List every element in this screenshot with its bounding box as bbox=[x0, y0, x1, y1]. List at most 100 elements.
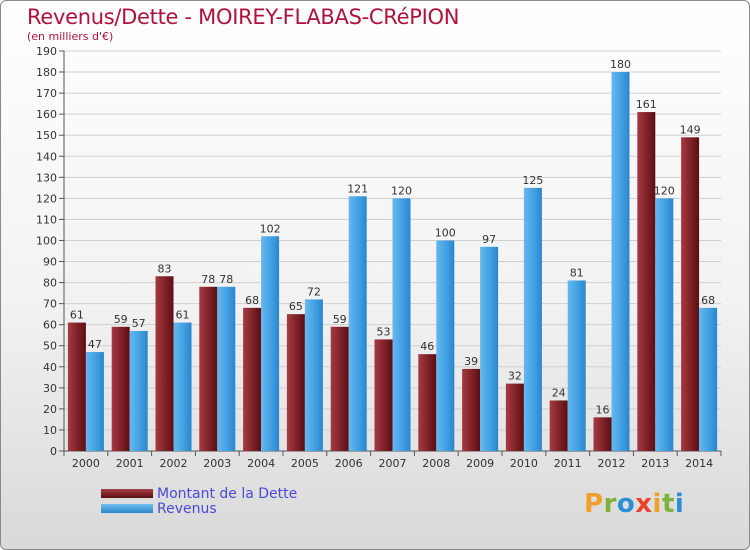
data-label: 120 bbox=[391, 184, 412, 197]
legend-swatch-revenue bbox=[101, 504, 153, 513]
y-tick-label: 180 bbox=[36, 66, 57, 79]
legend-label-debt: Montant de la Dette bbox=[157, 486, 298, 502]
x-tick-label: 2005 bbox=[291, 457, 319, 470]
data-label: 61 bbox=[176, 309, 190, 322]
data-label: 97 bbox=[482, 233, 496, 246]
bar-revenue bbox=[655, 198, 674, 451]
y-tick-label: 110 bbox=[36, 213, 57, 226]
x-tick-label: 2014 bbox=[685, 457, 713, 470]
y-tick-label: 190 bbox=[36, 45, 57, 58]
x-tick-label: 2002 bbox=[160, 457, 188, 470]
bar-debt bbox=[111, 326, 130, 451]
bar-debt bbox=[155, 276, 174, 451]
y-tick-label: 0 bbox=[50, 445, 57, 458]
data-label: 68 bbox=[701, 294, 715, 307]
logo-letter: P bbox=[584, 489, 604, 519]
bar-revenue bbox=[85, 352, 104, 451]
bar-debt bbox=[286, 314, 305, 451]
data-label: 161 bbox=[636, 98, 657, 111]
bar-debt bbox=[462, 368, 481, 451]
logo-letter: i bbox=[674, 489, 685, 519]
bar-revenue bbox=[611, 72, 630, 451]
bar-debt bbox=[505, 383, 524, 451]
data-label: 149 bbox=[680, 123, 701, 136]
bar-revenue bbox=[261, 236, 280, 451]
y-tick-label: 80 bbox=[43, 277, 57, 290]
x-tick-label: 2011 bbox=[554, 457, 582, 470]
data-label: 100 bbox=[435, 226, 456, 239]
data-label: 53 bbox=[377, 325, 391, 338]
bar-revenue bbox=[129, 331, 148, 451]
y-tick-label: 160 bbox=[36, 108, 57, 121]
bar-revenue bbox=[523, 187, 542, 451]
y-tick-label: 120 bbox=[36, 192, 57, 205]
y-tick-label: 70 bbox=[43, 298, 57, 311]
bar-revenue bbox=[480, 246, 499, 451]
y-tick-label: 40 bbox=[43, 361, 57, 374]
y-tick-label: 130 bbox=[36, 171, 57, 184]
data-label: 59 bbox=[333, 313, 347, 326]
bar-revenue bbox=[348, 196, 367, 451]
data-label: 57 bbox=[132, 317, 146, 330]
y-tick-label: 60 bbox=[43, 319, 57, 332]
x-tick-label: 2012 bbox=[598, 457, 626, 470]
bar-revenue bbox=[304, 299, 323, 451]
y-tick-label: 50 bbox=[43, 340, 57, 353]
data-label: 121 bbox=[347, 182, 368, 195]
data-label: 83 bbox=[158, 262, 172, 275]
y-tick-label: 10 bbox=[43, 424, 57, 437]
x-tick-label: 2003 bbox=[203, 457, 231, 470]
bar-debt bbox=[593, 417, 612, 451]
data-label: 32 bbox=[508, 370, 522, 383]
chart-title: Revenus/Dette - MOIREY-FLABAS-CRéPION bbox=[27, 5, 460, 29]
y-tick-label: 90 bbox=[43, 256, 57, 269]
data-label: 72 bbox=[307, 285, 321, 298]
data-label: 46 bbox=[420, 340, 434, 353]
bar-debt bbox=[67, 322, 86, 451]
data-label: 120 bbox=[654, 184, 675, 197]
data-label: 65 bbox=[289, 300, 303, 313]
bar-debt bbox=[418, 354, 437, 451]
data-label: 125 bbox=[522, 174, 543, 187]
x-tick-label: 2001 bbox=[116, 457, 144, 470]
logo-letter: i bbox=[652, 489, 662, 519]
y-tick-label: 140 bbox=[36, 150, 57, 163]
logo-letter: r bbox=[603, 489, 617, 519]
x-tick-label: 2004 bbox=[247, 457, 275, 470]
bar-revenue bbox=[173, 322, 192, 451]
logo-letter: x bbox=[635, 489, 653, 519]
x-tick-label: 2007 bbox=[379, 457, 407, 470]
x-tick-label: 2009 bbox=[466, 457, 494, 470]
y-tick-label: 150 bbox=[36, 129, 57, 142]
data-label: 102 bbox=[260, 222, 281, 235]
x-tick-label: 2000 bbox=[72, 457, 100, 470]
bar-debt bbox=[330, 326, 349, 451]
bar-revenue bbox=[392, 198, 411, 451]
proxiti-logo: Proxiti bbox=[584, 489, 684, 519]
data-label: 39 bbox=[464, 355, 478, 368]
bar-revenue bbox=[699, 307, 718, 451]
logo-letter: o bbox=[616, 489, 636, 519]
data-label: 78 bbox=[201, 273, 215, 286]
chart-subtitle: (en milliers d'€) bbox=[27, 30, 114, 43]
data-label: 59 bbox=[114, 313, 128, 326]
data-label: 24 bbox=[552, 386, 566, 399]
legend-swatch-debt bbox=[101, 489, 153, 498]
data-label: 180 bbox=[610, 58, 631, 71]
data-label: 61 bbox=[70, 309, 84, 322]
x-tick-label: 2010 bbox=[510, 457, 538, 470]
data-label: 78 bbox=[219, 273, 233, 286]
x-tick-label: 2008 bbox=[422, 457, 450, 470]
bar-debt bbox=[549, 400, 568, 451]
bar-debt bbox=[243, 307, 262, 451]
legend-label-revenue: Revenus bbox=[157, 501, 217, 517]
bar-debt bbox=[681, 137, 700, 451]
bar-debt bbox=[374, 339, 393, 451]
bar-revenue bbox=[567, 280, 586, 451]
bar-revenue bbox=[436, 240, 455, 451]
x-tick-label: 2013 bbox=[641, 457, 669, 470]
y-tick-label: 30 bbox=[43, 382, 57, 395]
y-tick-label: 100 bbox=[36, 234, 57, 247]
y-tick-label: 20 bbox=[43, 403, 57, 416]
